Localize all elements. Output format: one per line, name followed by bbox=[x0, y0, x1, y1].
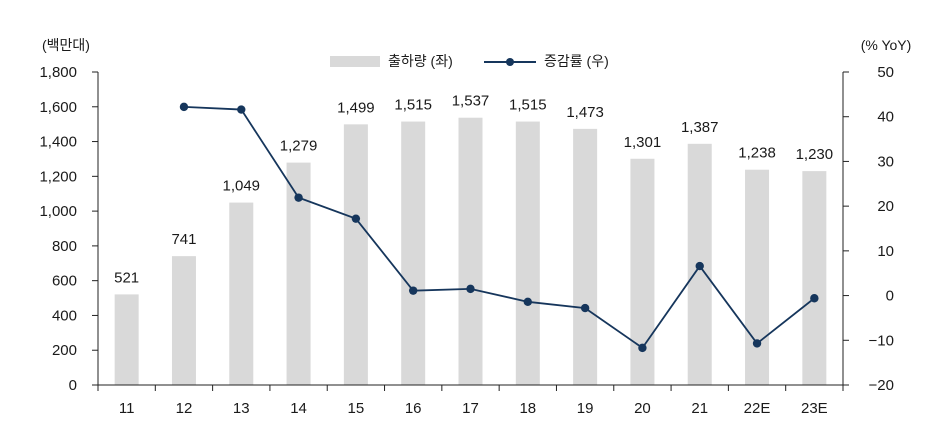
right-tick-label: 40 bbox=[877, 109, 894, 126]
left-tick-label: 1,600 bbox=[39, 99, 77, 116]
bar-label-16: 1,515 bbox=[394, 97, 432, 114]
yoy-point-18 bbox=[523, 297, 533, 307]
yoy-point-14 bbox=[294, 193, 303, 202]
bar-label-18: 1,515 bbox=[509, 97, 547, 114]
x-tick-label-19: 19 bbox=[577, 400, 594, 417]
legend-bar-label: 출하량 (좌) bbox=[388, 53, 453, 69]
bar-17 bbox=[458, 117, 483, 385]
x-tick-label-12: 12 bbox=[176, 400, 193, 417]
yoy-point-20 bbox=[638, 343, 647, 353]
right-tick-label: 50 bbox=[877, 64, 894, 81]
bar-label-17: 1,537 bbox=[452, 93, 490, 110]
bar-22E bbox=[745, 169, 770, 385]
bar-label-14: 1,279 bbox=[280, 138, 318, 155]
left-axis-unit: (백만대) bbox=[42, 37, 90, 53]
left-tick-label: 400 bbox=[52, 307, 77, 324]
bar-label-21: 1,387 bbox=[681, 119, 719, 136]
x-tick-label-17: 17 bbox=[462, 400, 479, 417]
x-tick-label-15: 15 bbox=[348, 400, 365, 417]
line-group bbox=[179, 102, 819, 353]
legend: 출하량 (좌) 증감률 (우) bbox=[330, 53, 609, 69]
yoy-point-23E bbox=[810, 294, 819, 303]
x-tick-label-22E: 22E bbox=[744, 400, 771, 417]
yoy-point-19 bbox=[580, 303, 590, 313]
axes-group bbox=[97, 72, 844, 386]
x-tick-label-16: 16 bbox=[405, 400, 422, 417]
left-ticks-group: 0 200 400 600 800 1,000 1,200 1,400 1,600 1,800 bbox=[39, 64, 98, 394]
bar-labels-group: 521 741 1,049 1,279 1,499 1,515 1,537 1,515 1,47… bbox=[114, 93, 833, 287]
right-tick-label: 10 bbox=[877, 243, 894, 260]
bars-group bbox=[114, 117, 827, 386]
bar-label-19: 1,473 bbox=[566, 104, 604, 121]
bar-15 bbox=[343, 124, 368, 386]
legend-line-marker bbox=[506, 58, 514, 66]
bar-label-22E: 1,238 bbox=[738, 145, 776, 162]
right-tick-label: 30 bbox=[877, 153, 894, 170]
x-tick-label-23E: 23E bbox=[801, 400, 828, 417]
right-ticks-group: −20 −10 0 10 20 30 40 50 bbox=[843, 64, 894, 394]
bar-label-11: 521 bbox=[114, 269, 139, 286]
x-tick-label-20: 20 bbox=[634, 400, 651, 417]
bar-12 bbox=[171, 256, 196, 385]
bar-16 bbox=[401, 121, 426, 385]
right-tick-label: −10 bbox=[869, 332, 894, 349]
right-axis-unit: (% YoY) bbox=[861, 37, 912, 53]
right-tick-label: 0 bbox=[886, 288, 894, 305]
bar-label-20: 1,301 bbox=[624, 134, 662, 151]
left-tick-label: 1,800 bbox=[39, 64, 77, 81]
yoy-point-16 bbox=[408, 286, 418, 295]
bar-19 bbox=[573, 128, 598, 385]
left-tick-label: 800 bbox=[52, 238, 77, 255]
x-ticks-group: 11 12 13 14 15 16 17 18 19 20 21 22E 23E bbox=[97, 385, 844, 417]
bar-label-23E: 1,230 bbox=[796, 146, 834, 163]
yoy-point-22E bbox=[752, 339, 762, 348]
yoy-point-15 bbox=[351, 214, 361, 223]
x-tick-label-14: 14 bbox=[290, 400, 307, 417]
right-tick-label: 20 bbox=[877, 198, 894, 215]
left-tick-label: 600 bbox=[52, 273, 77, 290]
yoy-point-17 bbox=[466, 284, 475, 294]
legend-line-label: 증감률 (우) bbox=[544, 53, 609, 69]
x-tick-label-11: 11 bbox=[119, 400, 135, 417]
left-tick-label: 1,000 bbox=[39, 203, 77, 220]
bar-label-15: 1,499 bbox=[337, 99, 375, 116]
yoy-point-21 bbox=[695, 261, 704, 271]
x-tick-label-21: 21 bbox=[691, 400, 708, 417]
bar-23E bbox=[802, 171, 827, 385]
bar-11 bbox=[114, 294, 139, 385]
right-tick-label: −20 bbox=[869, 377, 894, 394]
x-tick-label-18: 18 bbox=[519, 400, 536, 417]
bar-label-12: 741 bbox=[171, 231, 196, 248]
yoy-point-13 bbox=[237, 105, 246, 114]
yoy-line bbox=[183, 105, 815, 350]
left-tick-label: 0 bbox=[69, 377, 77, 394]
bar-18 bbox=[515, 121, 540, 385]
bar-label-13: 1,049 bbox=[222, 178, 260, 195]
left-tick-label: 200 bbox=[52, 342, 77, 359]
x-tick-label-13: 13 bbox=[233, 400, 250, 417]
left-tick-label: 1,200 bbox=[39, 168, 77, 185]
yoy-point-12 bbox=[179, 102, 189, 112]
legend-bar-swatch bbox=[330, 56, 380, 67]
left-tick-label: 1,400 bbox=[39, 134, 77, 151]
bar-13 bbox=[229, 202, 254, 385]
